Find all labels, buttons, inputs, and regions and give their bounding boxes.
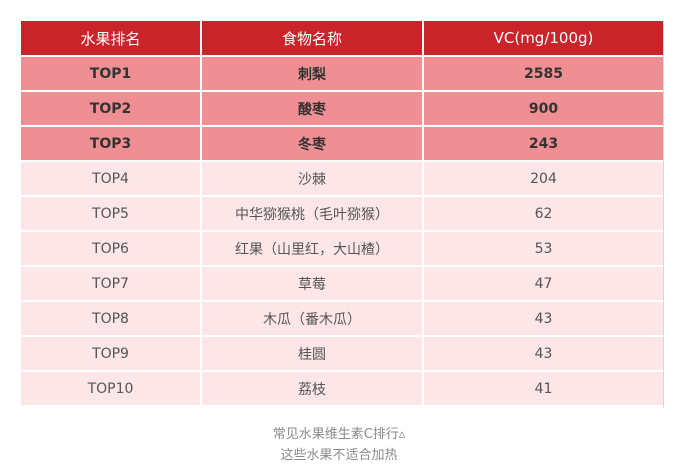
table-row: TOP6 红果（山里红，大山楂） 53 (21, 232, 663, 267)
food-cell: 中华猕猴桃（毛叶猕猴） (202, 197, 424, 232)
table-row: TOP10 荔枝 41 (21, 372, 663, 407)
vitamin-c-table-container: 水果排名 食物名称 VC(mg/100g) TOP1 刺梨 2585 TOP2 … (21, 21, 663, 407)
rank-cell: TOP9 (21, 337, 202, 372)
table-row: TOP4 沙棘 204 (21, 162, 663, 197)
food-cell: 酸枣 (202, 92, 424, 127)
vc-cell: 62 (424, 197, 663, 232)
rank-cell: TOP10 (21, 372, 202, 407)
table-row: TOP5 中华猕猴桃（毛叶猕猴） 62 (21, 197, 663, 232)
vc-cell: 900 (424, 92, 663, 127)
food-cell: 桂圆 (202, 337, 424, 372)
rank-cell: TOP1 (21, 57, 202, 92)
rank-cell: TOP6 (21, 232, 202, 267)
table-right-divider (663, 21, 664, 408)
vc-cell: 43 (424, 337, 663, 372)
vc-cell: 53 (424, 232, 663, 267)
food-cell: 木瓜（番木瓜） (202, 302, 424, 337)
vc-cell: 47 (424, 267, 663, 302)
vc-cell: 41 (424, 372, 663, 407)
rank-cell: TOP3 (21, 127, 202, 162)
table-row: TOP7 草莓 47 (21, 267, 663, 302)
vc-cell: 204 (424, 162, 663, 197)
table-row: TOP9 桂圆 43 (21, 337, 663, 372)
rank-cell: TOP2 (21, 92, 202, 127)
header-rank: 水果排名 (21, 21, 202, 57)
vc-cell: 243 (424, 127, 663, 162)
rank-cell: TOP4 (21, 162, 202, 197)
vitamin-c-ranking-table: 水果排名 食物名称 VC(mg/100g) TOP1 刺梨 2585 TOP2 … (21, 21, 663, 407)
table-header-row: 水果排名 食物名称 VC(mg/100g) (21, 21, 663, 57)
header-vc: VC(mg/100g) (424, 21, 663, 57)
table-row: TOP3 冬枣 243 (21, 127, 663, 162)
table-row: TOP1 刺梨 2585 (21, 57, 663, 92)
caption-line-2: 这些水果不适合加热 (280, 448, 398, 463)
table-row: TOP2 酸枣 900 (21, 92, 663, 127)
header-food-name: 食物名称 (202, 21, 424, 57)
rank-cell: TOP5 (21, 197, 202, 232)
food-cell: 冬枣 (202, 127, 424, 162)
rank-cell: TOP8 (21, 302, 202, 337)
food-cell: 沙棘 (202, 162, 424, 197)
rank-cell: TOP7 (21, 267, 202, 302)
food-cell: 荔枝 (202, 372, 424, 407)
vc-cell: 2585 (424, 57, 663, 92)
food-cell: 刺梨 (202, 57, 424, 92)
table-body: TOP1 刺梨 2585 TOP2 酸枣 900 TOP3 冬枣 243 TOP… (21, 57, 663, 407)
vc-cell: 43 (424, 302, 663, 337)
food-cell: 草莓 (202, 267, 424, 302)
food-cell: 红果（山里红，大山楂） (202, 232, 424, 267)
table-row: TOP8 木瓜（番木瓜） 43 (21, 302, 663, 337)
caption-line-1: 常见水果维生素C排行▵ (272, 427, 406, 442)
